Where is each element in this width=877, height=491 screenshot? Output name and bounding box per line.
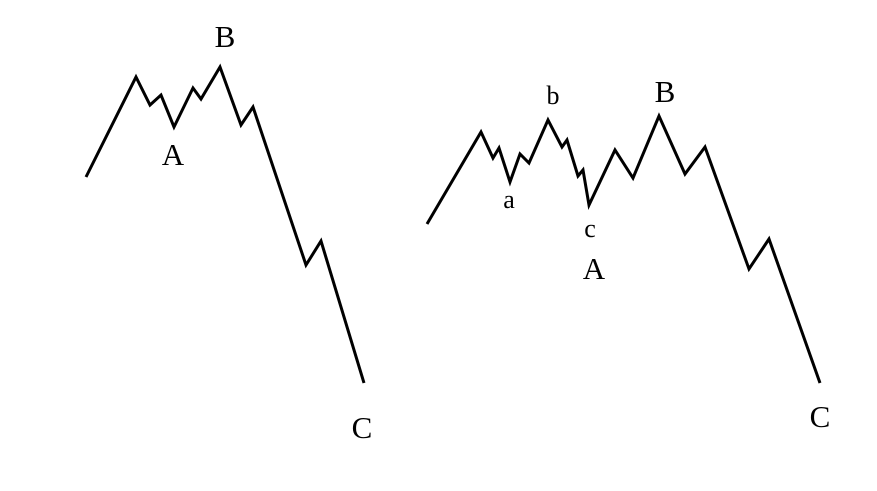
expanded-label-A: A (583, 251, 606, 286)
flat-label-B: B (215, 19, 236, 54)
expanded-label-C: C (810, 399, 831, 434)
flat-correction-diagram: A B C (84, 19, 373, 445)
expanded-label-c: c (584, 214, 596, 243)
expanded-label-b: b (547, 81, 560, 110)
expanded-flat-correction-diagram: a b c A B C (425, 74, 831, 434)
expanded-flat-wave-line (425, 112, 822, 384)
flat-label-C: C (352, 410, 373, 445)
expanded-label-a: a (503, 185, 515, 214)
flat-label-A: A (162, 137, 185, 172)
expanded-label-B: B (655, 74, 676, 109)
flat-correction-wave-line (84, 63, 366, 384)
